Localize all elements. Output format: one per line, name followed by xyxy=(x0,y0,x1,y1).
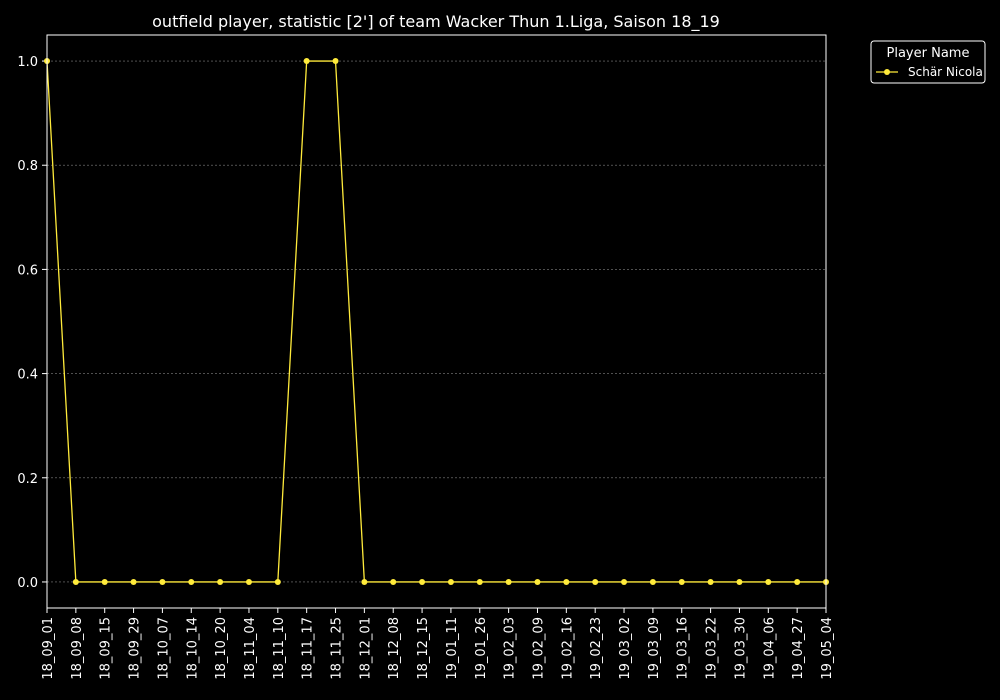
x-tick-label: 18_10_07 xyxy=(156,617,171,680)
data-point xyxy=(159,578,166,585)
data-point xyxy=(534,578,541,585)
grid-lines xyxy=(47,60,826,583)
plot-frame xyxy=(46,34,827,609)
x-tick-label: 18_09_29 xyxy=(128,617,143,680)
data-point xyxy=(794,578,801,585)
x-tick-label: 19_02_03 xyxy=(503,617,518,680)
x-tick-label: 19_03_16 xyxy=(676,617,691,680)
data-point xyxy=(274,578,281,585)
chart-title: outfield player, statistic [2'] of team … xyxy=(152,12,720,32)
x-tick-label: 19_02_16 xyxy=(560,617,575,680)
data-point xyxy=(419,578,426,585)
data-point xyxy=(217,578,224,585)
axis-ticks: 0.0 0.2 0.4 0.6 0.8 1.0 18_09_01 18_09_08 18_09_… xyxy=(17,55,835,680)
x-tick-label: 19_02_23 xyxy=(589,617,604,680)
x-tick-label: 19_01_11 xyxy=(445,617,460,680)
y-tick-label: 0.4 xyxy=(17,368,38,383)
x-tick-label: 19_03_22 xyxy=(705,617,720,680)
legend-label: Schär Nicola xyxy=(908,65,983,79)
data-point xyxy=(476,578,483,585)
data-point xyxy=(245,578,252,585)
x-tick-label: 18_09_01 xyxy=(41,617,56,680)
data-point xyxy=(707,578,714,585)
x-tick-label: 19_04_27 xyxy=(791,617,806,680)
series-line xyxy=(46,60,826,583)
data-point xyxy=(621,578,628,585)
data-point xyxy=(649,578,656,585)
data-point xyxy=(130,578,137,585)
x-tick-label: 18_10_20 xyxy=(214,617,229,680)
x-tick-label: 18_10_14 xyxy=(185,617,200,680)
data-point xyxy=(72,578,79,585)
data-point xyxy=(563,578,570,585)
x-tick-label: 18_12_01 xyxy=(358,617,373,680)
legend-box xyxy=(870,40,986,84)
data-point xyxy=(447,578,454,585)
x-tick-label: 18_09_15 xyxy=(99,617,114,680)
x-tick-label: 19_04_06 xyxy=(762,617,777,680)
data-point xyxy=(765,578,772,585)
data-point xyxy=(303,58,310,65)
data-point xyxy=(188,578,195,585)
y-tick-label: 0.0 xyxy=(17,576,38,591)
data-point xyxy=(390,578,397,585)
data-point xyxy=(736,578,743,585)
x-tick-label: 18_11_10 xyxy=(272,617,287,680)
x-tick-label: 18_09_08 xyxy=(70,617,85,680)
y-tick-label: 1.0 xyxy=(17,55,38,70)
data-point xyxy=(678,578,685,585)
y-tick-label: 0.8 xyxy=(17,159,38,174)
legend-marker-sample xyxy=(884,69,890,75)
legend: Player Name Schär Nicola xyxy=(870,40,986,84)
series-layer xyxy=(44,58,829,585)
x-tick-label: 18_11_25 xyxy=(330,617,345,680)
x-tick-label: 19_02_09 xyxy=(531,617,546,680)
x-tick-label: 18_12_08 xyxy=(387,617,402,680)
legend-title: Player Name xyxy=(887,46,970,61)
x-tick-label: 18_11_17 xyxy=(301,617,316,680)
y-tick-label: 0.2 xyxy=(17,472,38,487)
x-tick-label: 19_03_02 xyxy=(618,617,633,680)
data-point xyxy=(101,578,108,585)
x-tick-label: 18_11_04 xyxy=(243,617,258,680)
y-tick-label: 0.6 xyxy=(17,263,38,278)
x-tick-label: 19_03_09 xyxy=(647,617,662,680)
data-point xyxy=(592,578,599,585)
data-point xyxy=(332,58,339,65)
x-tick-label: 18_12_15 xyxy=(416,617,431,680)
x-tick-label: 19_03_30 xyxy=(733,617,748,680)
x-tick-label: 19_01_26 xyxy=(474,617,489,680)
data-point xyxy=(505,578,512,585)
data-point xyxy=(361,578,368,585)
x-tick-label: 19_05_04 xyxy=(820,617,835,680)
